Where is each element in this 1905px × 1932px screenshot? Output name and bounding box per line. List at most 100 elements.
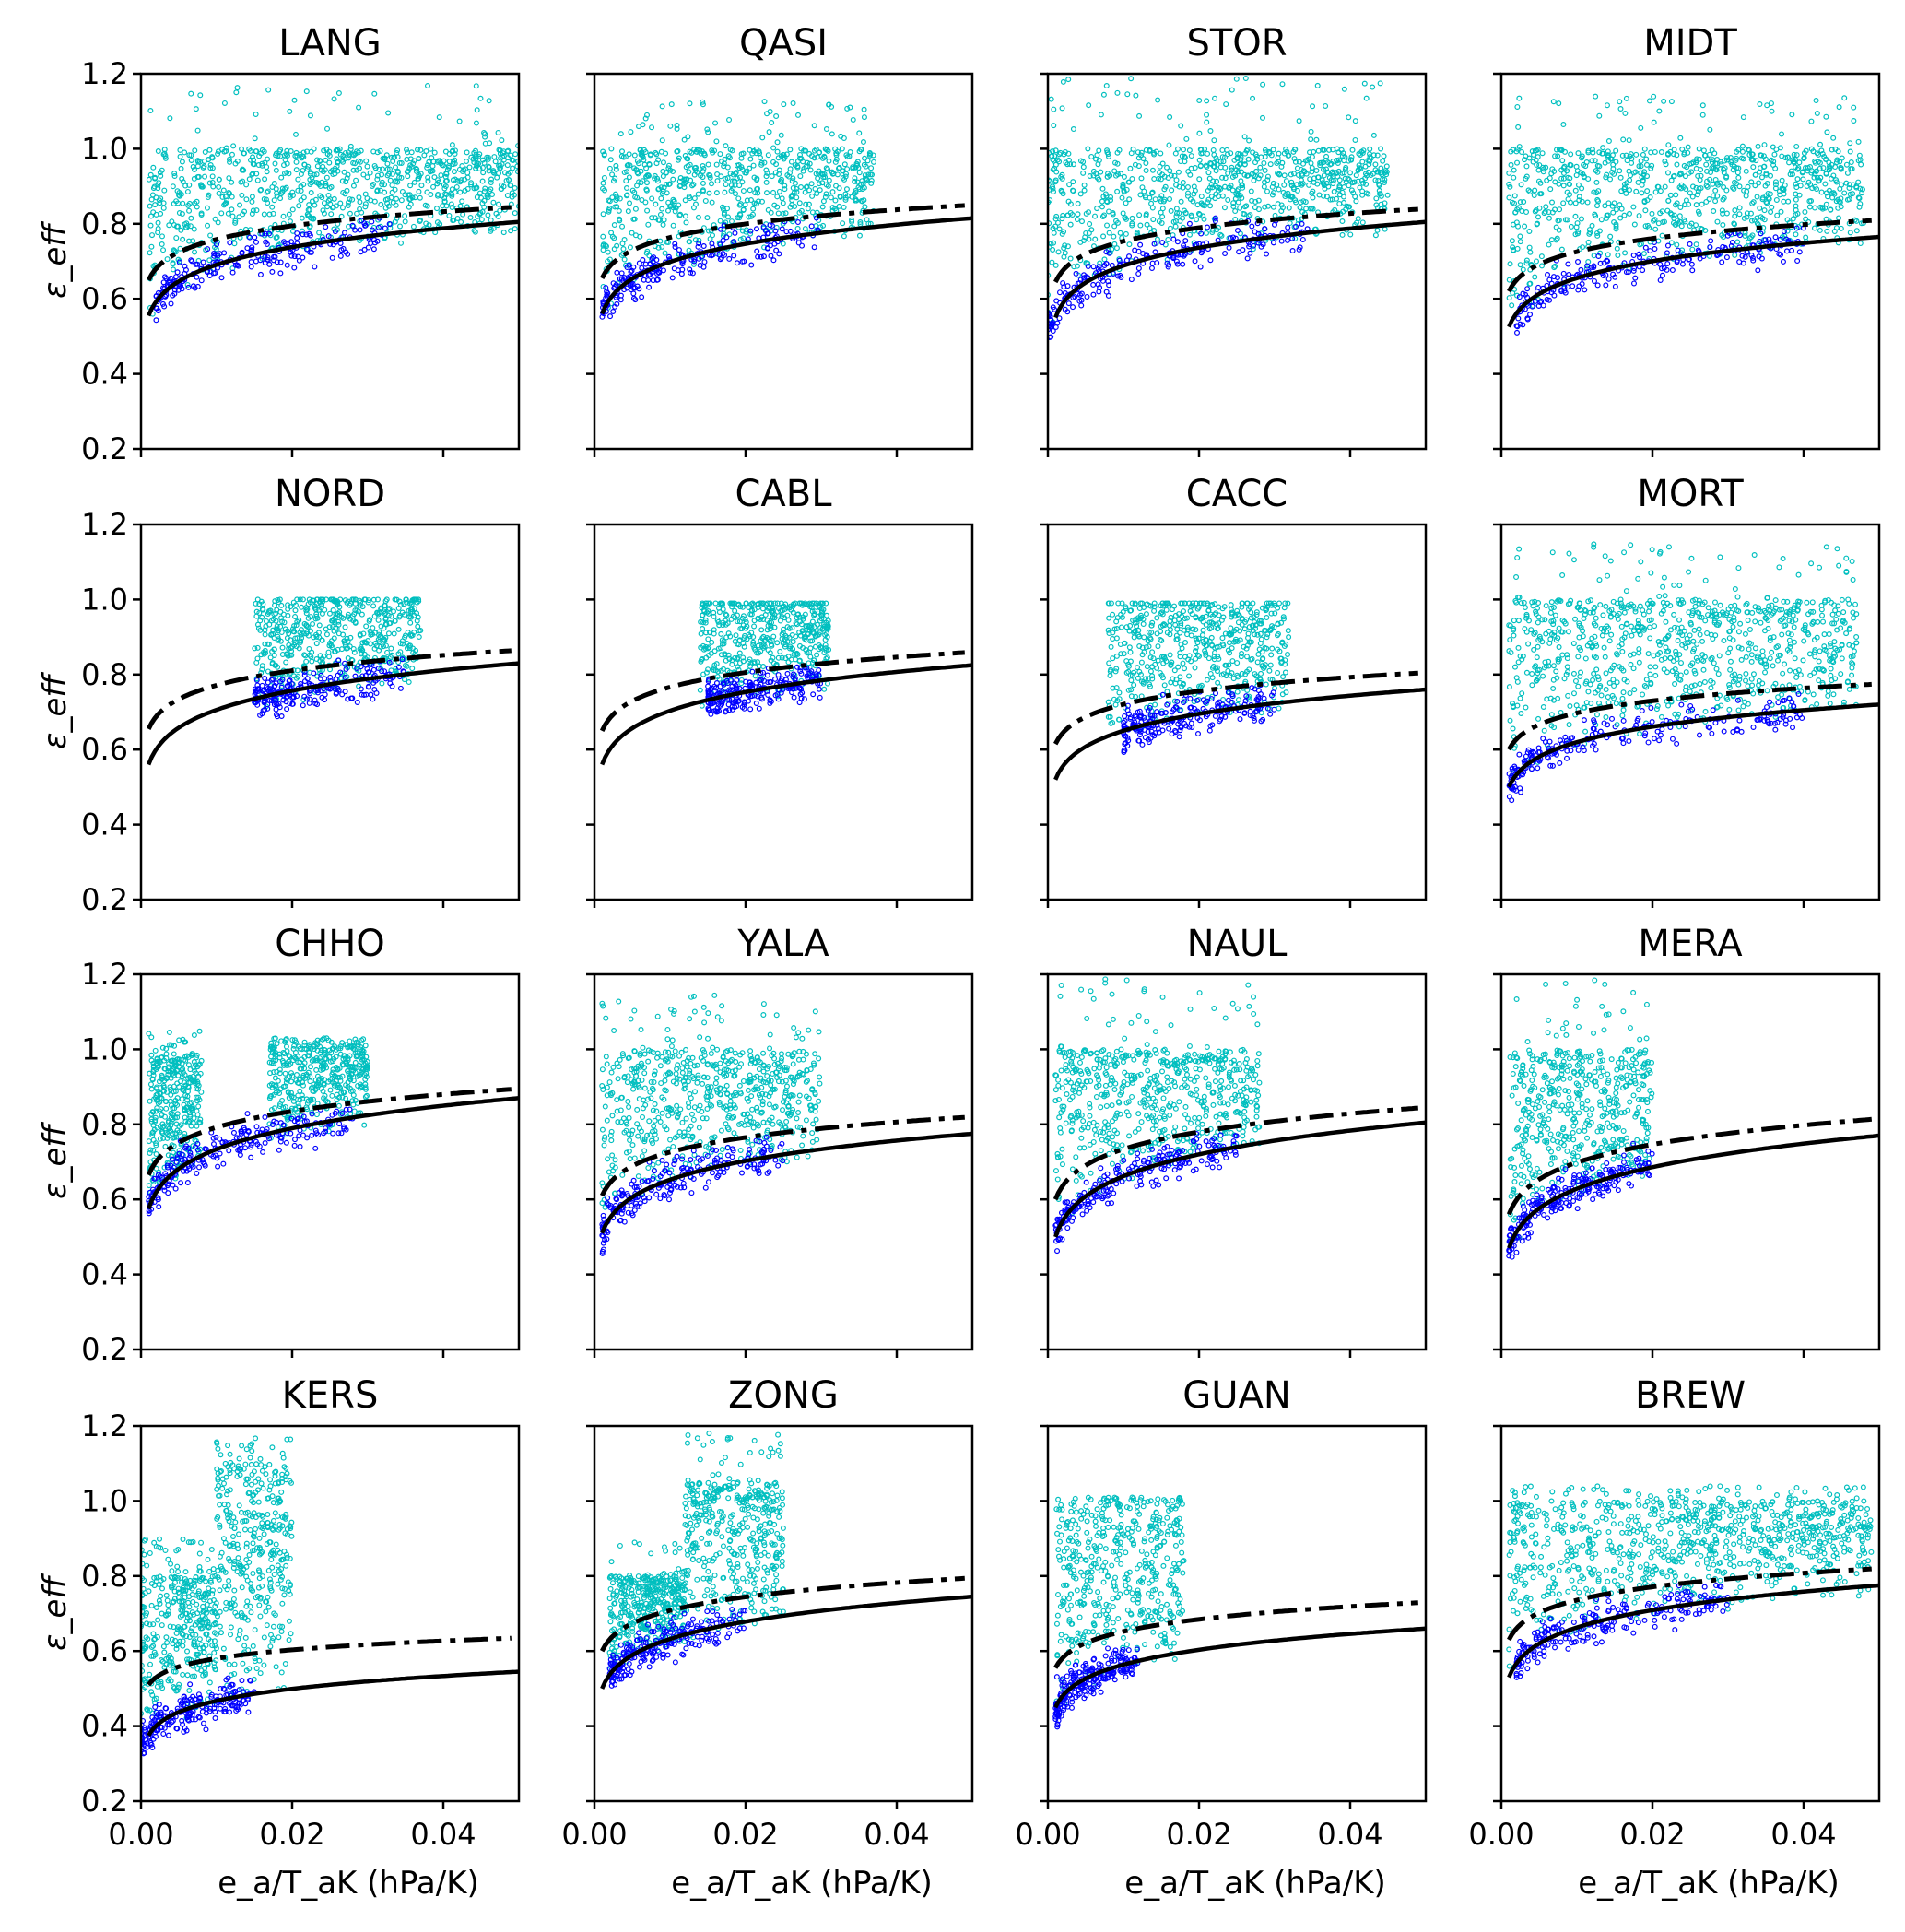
cyan-point (1848, 141, 1852, 146)
cyan-point (1845, 162, 1850, 167)
cyan-point (1111, 234, 1116, 239)
cyan-point (1297, 119, 1301, 124)
cyan-point (797, 201, 802, 206)
cyan-point (314, 642, 319, 646)
cyan-point (782, 102, 786, 107)
cyan-point (1205, 151, 1210, 156)
blue-point (1245, 256, 1250, 261)
y-tick-label: 0.4 (81, 357, 128, 392)
cyan-point (1346, 115, 1351, 120)
cyan-point (317, 623, 322, 628)
cyan-point (705, 216, 710, 220)
blue-point (1525, 287, 1530, 291)
cyan-point (660, 206, 664, 211)
cyan-point (1666, 143, 1671, 147)
cyan-point (386, 111, 391, 115)
cyan-point (266, 88, 271, 92)
cyan-point (1741, 149, 1746, 154)
cyan-point (1662, 99, 1666, 103)
cyan-point (203, 150, 207, 155)
cyan-point (1101, 234, 1106, 239)
cyan-point (453, 190, 457, 194)
y-tick-label: 1.0 (81, 131, 128, 166)
cyan-point (1593, 94, 1598, 99)
cyan-point (1175, 206, 1180, 211)
cyan-point (416, 624, 420, 629)
blue-point (1264, 252, 1269, 256)
cyan-point (682, 137, 687, 142)
cyan-point (758, 156, 763, 160)
cyan-point (1123, 175, 1127, 180)
cyan-point (857, 171, 862, 175)
cyan-point (781, 211, 785, 216)
cyan-point (206, 158, 211, 162)
cyan-point (1314, 169, 1319, 173)
cyan-point (645, 208, 650, 213)
cyan-point (1093, 237, 1098, 242)
blue-point (1666, 243, 1671, 248)
cyan-point (1617, 169, 1622, 173)
cyan-point (1082, 183, 1087, 188)
cyan-point (1533, 188, 1537, 193)
cyan-point (666, 208, 671, 213)
blue-point (249, 265, 253, 269)
cyan-point (1128, 166, 1133, 171)
cyan-point (1749, 180, 1754, 184)
cyan-point (147, 177, 151, 182)
cyan-point (1142, 189, 1147, 194)
cyan-point (268, 655, 273, 660)
cyan-point (1858, 242, 1863, 246)
cyan-point (1358, 185, 1362, 190)
cyan-point (1243, 77, 1248, 81)
cyan-point (723, 190, 727, 194)
cyan-point (475, 121, 479, 125)
cyan-point (1125, 92, 1130, 97)
cyan-point (288, 109, 292, 113)
cyan-point (1532, 194, 1536, 198)
cyan-point (1652, 120, 1656, 124)
cyan-point (1794, 145, 1799, 149)
cyan-point (803, 227, 807, 231)
cyan-point (1801, 177, 1805, 182)
cyan-point (1540, 264, 1545, 268)
cyan-point (1342, 87, 1346, 91)
cyan-point (1574, 173, 1579, 178)
blue-point (1689, 262, 1694, 266)
cyan-point (775, 149, 780, 154)
cyan-point (1145, 222, 1149, 227)
cyan-point (1268, 162, 1273, 167)
cyan-point (1590, 223, 1594, 228)
cyan-point (358, 200, 362, 205)
cyan-point (1515, 160, 1520, 165)
blue-point (338, 253, 343, 258)
cyan-point (1072, 127, 1076, 132)
cyan-point (1314, 137, 1319, 142)
cyan-point (1618, 107, 1623, 112)
cyan-point (742, 189, 747, 194)
axes-frame (141, 74, 519, 449)
cyan-point (1560, 159, 1565, 163)
cyan-point (1535, 259, 1539, 264)
cyan-point (747, 147, 752, 152)
cyan-point (343, 625, 347, 630)
cyan-point (1097, 148, 1101, 153)
cyan-point (723, 183, 728, 187)
cyan-point (1770, 101, 1774, 106)
cyan-point (1549, 238, 1554, 242)
cyan-point (1246, 157, 1251, 161)
cyan-point (788, 147, 793, 152)
cyan-point (1518, 240, 1523, 244)
cyan-point (323, 201, 327, 206)
cyan-point (325, 126, 330, 131)
cyan-point (1707, 197, 1711, 202)
panel-stor: STOR (1040, 22, 1426, 457)
cyan-point (1151, 218, 1156, 222)
cyan-point (1825, 130, 1829, 135)
cyan-point (718, 218, 723, 223)
cyan-point (1624, 191, 1629, 195)
cyan-point (1627, 138, 1631, 143)
blue-point (670, 276, 675, 280)
cyan-point (167, 223, 171, 228)
cyan-point (1846, 171, 1851, 175)
cyan-point (364, 159, 369, 163)
